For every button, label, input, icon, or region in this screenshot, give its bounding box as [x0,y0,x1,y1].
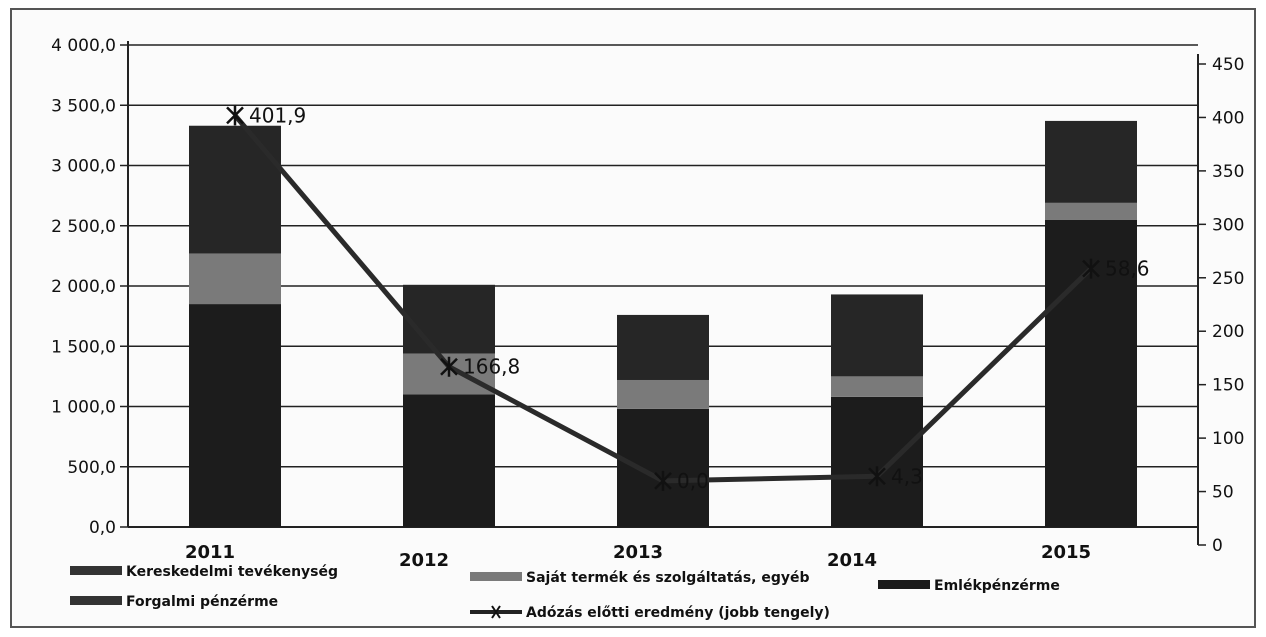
legend-label: Emlékpénzérme [934,578,1060,594]
bar-segment [831,376,923,397]
bar-segment [189,253,281,305]
bar-segment [1045,120,1137,203]
y-left-tick-label: 3 500,0 [51,96,116,116]
bar-segment [831,396,923,527]
bar-segment [189,125,281,254]
line-point-marker [654,470,672,491]
y-right-tick-label: 450 [1212,55,1244,75]
legend-label: Saját termék és szolgáltatás, egyéb [526,570,810,586]
legend-label: Kereskedelmi tevékenység [126,564,338,580]
y-left-tick-label: 4 000,0 [51,36,116,56]
y-left-tick-label: 3 000,0 [51,157,116,177]
legend-label: Forgalmi pénzérme [126,594,278,610]
bar-segment [617,408,709,527]
x-category-label: 2011 [185,542,235,563]
x-category-label: 2014 [827,550,877,571]
bar-segment [189,304,281,527]
y-left-tick-label: 500,0 [67,458,116,478]
x-category-label: 2015 [1041,542,1091,563]
bar-segment [403,284,495,354]
line-data-label: 0,0 [677,469,709,493]
bar-segment [617,379,709,409]
bar-segment [831,294,923,377]
line-data-label: 58,6 [1105,257,1150,281]
legend-swatch [470,572,522,581]
y-right-tick-label: 250 [1212,269,1244,289]
y-left-tick-label: 2 000,0 [51,277,116,297]
y-right-tick-label: 0 [1212,536,1223,556]
y-right-tick-label: 50 [1212,483,1234,503]
bar-segment [403,394,495,527]
y-right-tick-label: 400 [1212,108,1244,128]
legend-swatch [878,580,930,589]
line-data-label: 401,9 [249,103,306,127]
y-left-tick-label: 1 000,0 [51,398,116,418]
line-point-marker [440,356,458,377]
y-right-tick-label: 200 [1212,322,1244,342]
legend-label: Adózás előtti eredmény (jobb tengely) [526,605,830,621]
y-left-tick-label: 1 500,0 [51,337,116,357]
line-point-marker [1082,258,1100,279]
y-right-tick-label: 300 [1212,215,1244,235]
legend-swatch-marker [491,605,501,619]
y-left-tick-label: 2 500,0 [51,217,116,237]
y-right-tick-label: 150 [1212,376,1244,396]
y-right-tick-label: 100 [1212,429,1244,449]
bar-segment [617,314,709,380]
line-point-marker [226,105,244,126]
legend-swatch [70,566,122,575]
line-data-label: 4,3 [891,464,923,488]
line-data-label: 166,8 [463,355,520,379]
line-point-marker [868,466,886,487]
x-category-label: 2013 [613,542,663,563]
y-right-tick-label: 350 [1212,162,1244,182]
bar-segment [1045,202,1137,220]
y-left-tick-label: 0,0 [89,518,116,538]
legend-swatch [70,596,122,605]
x-category-label: 2012 [399,550,449,571]
